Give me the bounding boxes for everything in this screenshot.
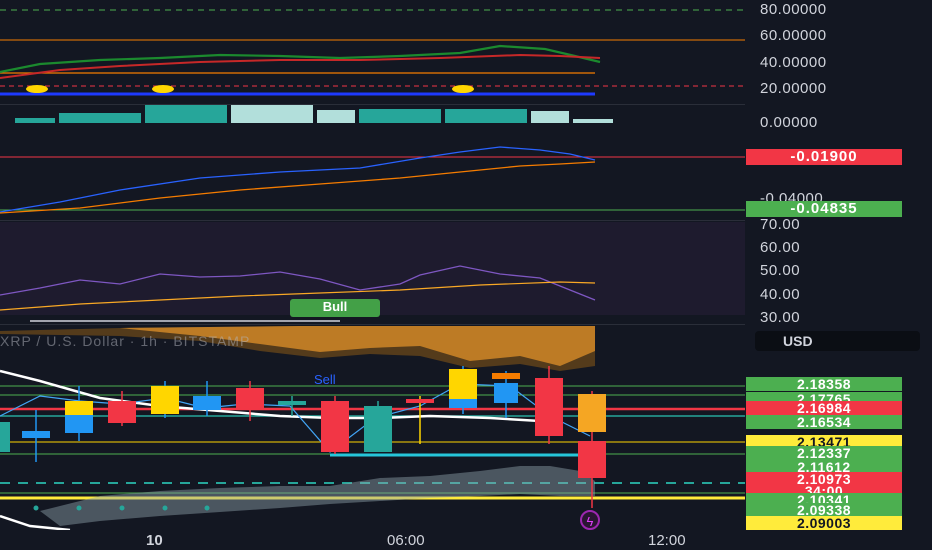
price-pane[interactable] [0, 326, 745, 530]
oscillator-pane[interactable] [0, 0, 745, 105]
rsi-tick-70: 70.00 [760, 216, 801, 233]
price-tag: 2.11612 [746, 460, 902, 474]
hist-tick-0: 0.00000 [760, 114, 818, 131]
pane-divider[interactable] [0, 220, 745, 221]
pane-divider[interactable] [0, 104, 745, 105]
time-label: 12:00 [648, 532, 686, 549]
macd-signal-badge: -0.04835 [746, 201, 902, 217]
price-tag: 2.16534 [746, 415, 902, 429]
price-tag: 2.09338 [746, 503, 902, 517]
macd-value-badge: -0.01900 [746, 149, 902, 165]
currency-selector[interactable]: USD [755, 331, 920, 351]
osc-tick-60: 60.00000 [760, 27, 827, 44]
osc-tick-20: 20.00000 [760, 80, 827, 97]
price-tag: 2.09003 [746, 516, 902, 530]
price-tag: 2.10973 [746, 472, 902, 486]
price-tag: 2.12337 [746, 446, 902, 460]
pane-divider[interactable] [0, 324, 745, 325]
osc-tick-40: 40.00000 [760, 54, 827, 71]
rsi-tick-40: 40.00 [760, 286, 801, 303]
sell-signal-label: Sell [314, 372, 336, 387]
rsi-tick-60: 60.00 [760, 239, 801, 256]
time-axis[interactable] [0, 530, 745, 550]
price-tag: 2.13471 [746, 435, 902, 449]
histogram-pane[interactable] [0, 105, 745, 130]
macd-pane[interactable] [0, 140, 745, 218]
rsi-tick-50: 50.00 [760, 262, 801, 279]
price-tag: 2.16984 [746, 401, 902, 415]
rsi-pane[interactable] [0, 222, 745, 322]
time-label: 10 [146, 532, 163, 549]
symbol-title[interactable]: XRP / U.S. Dollar · 1h · BITSTAMP [0, 333, 251, 349]
bull-signal-box [290, 299, 380, 317]
rsi-tick-30: 30.00 [760, 309, 801, 326]
bull-signal-label: Bull [322, 299, 348, 314]
osc-tick-80: 80.00000 [760, 1, 827, 18]
lightning-icon[interactable]: ϟ [580, 510, 600, 530]
time-label: 06:00 [387, 532, 425, 549]
price-tag: 2.18358 [746, 377, 902, 391]
